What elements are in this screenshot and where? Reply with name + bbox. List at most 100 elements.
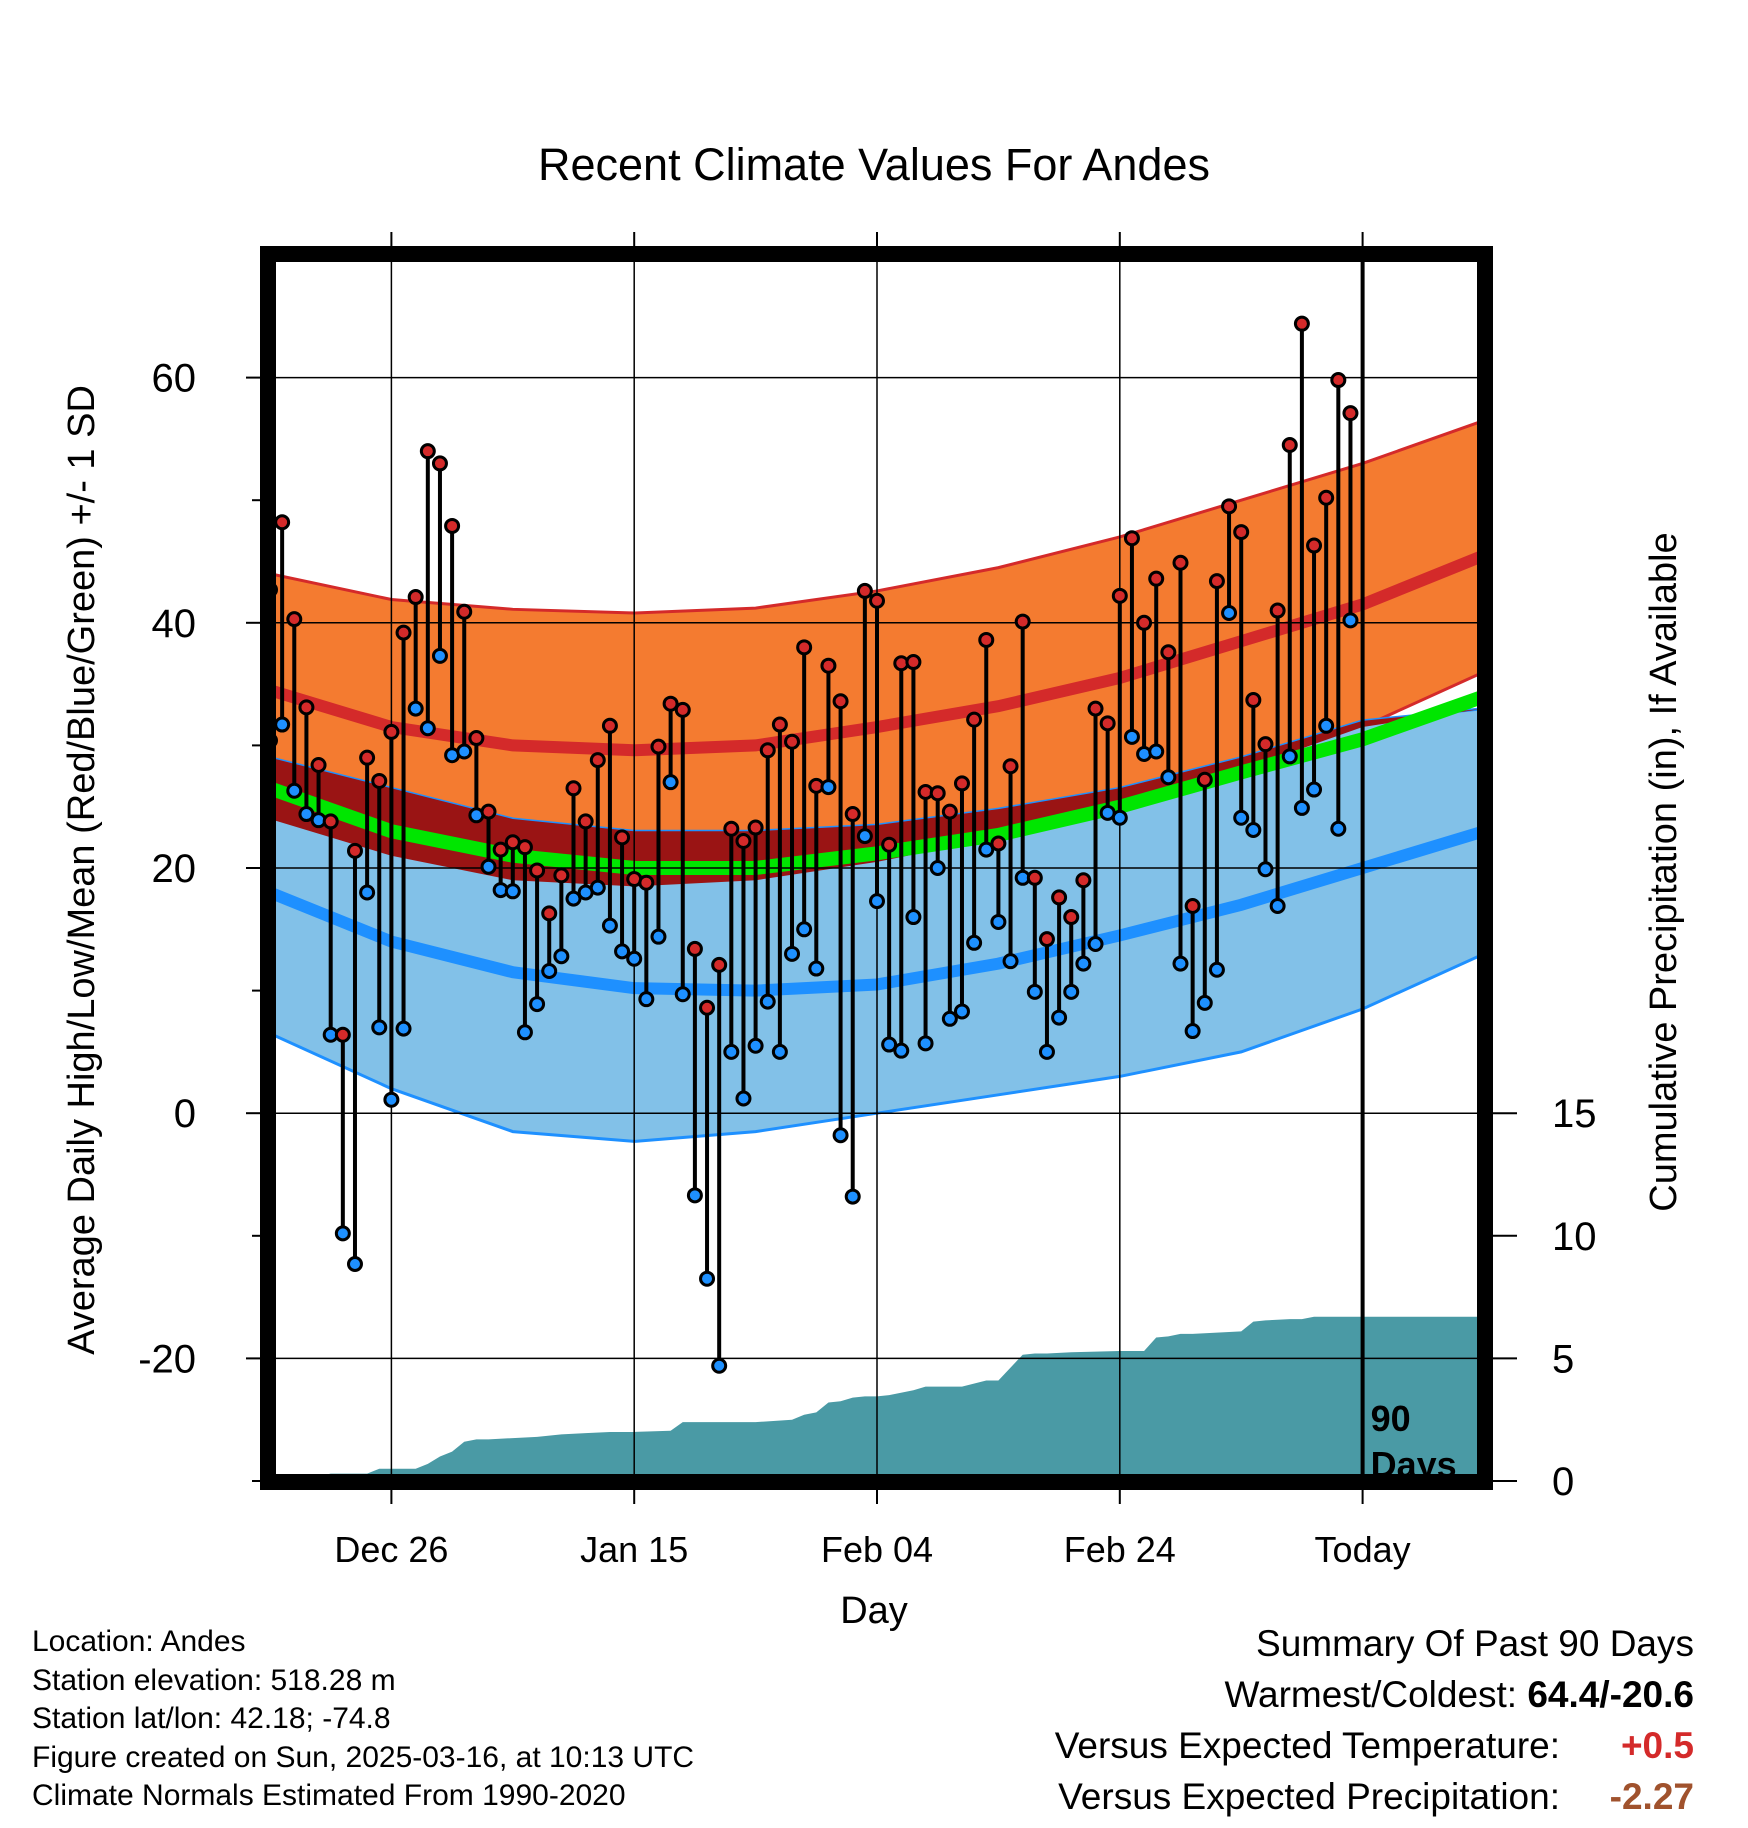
daily-high-point: [286, 611, 303, 628]
warm-cold-row: Warmest/Coldest: 64.4/-20.6: [1055, 1669, 1694, 1720]
chart-title: Recent Climate Values For Andes: [538, 139, 1210, 190]
daily-high-point: [844, 806, 861, 823]
daily-low-point: [601, 917, 618, 934]
daily-low-point: [1342, 612, 1359, 629]
x-axis-title: Day: [840, 1590, 908, 1632]
daily-low-point: [504, 883, 521, 900]
x-tick-label: Dec 26: [334, 1529, 448, 1570]
y-axis-right-title: Cumulative Precipitation (in), If Availa…: [1643, 532, 1685, 1211]
daily-high-point: [310, 757, 327, 774]
daily-low-point: [723, 1043, 740, 1060]
daily-low-point: [711, 1357, 728, 1374]
y-left-tick-label: 0: [174, 1092, 196, 1136]
daily-high-point: [1342, 405, 1359, 422]
y-left-tick-label: 60: [152, 357, 197, 401]
precip-value: -2.27: [1609, 1776, 1694, 1817]
daily-low-point: [298, 806, 315, 823]
y-right-tick-label: 15: [1552, 1092, 1597, 1136]
daily-low-point: [881, 1036, 898, 1053]
daily-high-point: [820, 657, 837, 674]
daily-high-point: [1111, 587, 1128, 604]
daily-low-point: [820, 779, 837, 796]
daily-low-point: [626, 950, 643, 967]
daily-low-point: [1160, 769, 1177, 786]
daily-low-point: [456, 743, 473, 760]
daily-high-point: [553, 867, 570, 884]
daily-low-point: [359, 884, 376, 901]
daily-high-point: [395, 624, 412, 641]
daily-low-point: [893, 1042, 910, 1059]
daily-high-point: [1002, 758, 1019, 775]
daily-low-point: [541, 962, 558, 979]
daily-high-point: [747, 819, 764, 836]
daily-low-point: [1281, 748, 1298, 765]
daily-low-point: [1148, 743, 1165, 760]
x-tick-label: Feb 04: [821, 1529, 933, 1570]
daily-high-point: [1208, 573, 1225, 590]
daily-low-point: [1306, 781, 1323, 798]
daily-high-point: [419, 443, 436, 460]
daily-low-point: [1257, 861, 1274, 878]
daily-high-point: [1196, 771, 1213, 788]
temp-value: +0.5: [1620, 1725, 1694, 1766]
daily-high-point: [541, 905, 558, 922]
daily-high-point: [468, 730, 485, 747]
daily-low-point: [1293, 799, 1310, 816]
daily-low-point: [953, 1003, 970, 1020]
temp-row: Versus Expected Temperature: +0.5: [1055, 1720, 1694, 1771]
y-right-tick-label: 0: [1552, 1460, 1574, 1504]
daily-high-point: [1038, 931, 1055, 948]
daily-low-point: [929, 860, 946, 876]
precip-row: Versus Expected Precipitation: -2.27: [1055, 1771, 1694, 1822]
daily-low-point: [966, 934, 983, 951]
daily-low-point: [1002, 953, 1019, 970]
daily-low-point: [1196, 994, 1213, 1011]
daily-high-point: [759, 742, 776, 759]
x-tick-label: Jan 15: [580, 1529, 688, 1570]
daily-high-point: [1087, 700, 1104, 717]
daily-low-point: [832, 1127, 849, 1144]
daily-high-point: [1293, 315, 1310, 332]
y-left-tick-label: 20: [152, 847, 197, 891]
x-tick-label: Feb 24: [1064, 1529, 1176, 1570]
daily-low-point: [1026, 983, 1043, 1000]
daily-high-point: [699, 999, 716, 1016]
daily-high-point: [456, 603, 473, 620]
daily-high-point: [1014, 613, 1031, 630]
daily-low-point: [589, 879, 606, 896]
daily-high-point: [407, 589, 424, 606]
daily-low-point: [1038, 1043, 1055, 1060]
daily-high-point: [359, 749, 376, 766]
daily-high-point: [1099, 715, 1116, 732]
daily-high-point: [444, 517, 461, 534]
daily-low-point: [1330, 820, 1347, 837]
daily-high-point: [929, 785, 946, 802]
daily-low-point: [1245, 821, 1262, 838]
daily-high-point: [832, 693, 849, 710]
daily-low-point: [1051, 1009, 1068, 1026]
daily-low-point: [274, 716, 291, 733]
daily-high-point: [431, 455, 448, 472]
daily-high-point: [577, 813, 594, 830]
daily-high-point: [1123, 530, 1140, 547]
daily-high-point: [601, 717, 618, 734]
daily-high-point: [674, 701, 691, 718]
daily-high-point: [383, 723, 400, 740]
daily-low-point: [1123, 728, 1140, 745]
summary-panel: Summary Of Past 90 Days Warmest/Coldest:…: [1055, 1618, 1694, 1822]
daily-high-point: [480, 803, 497, 820]
daily-high-point: [1075, 872, 1092, 889]
daily-high-point: [869, 592, 885, 609]
daily-low-point: [346, 1255, 363, 1272]
daily-high-point: [1136, 614, 1153, 631]
daily-high-point: [771, 716, 788, 733]
daily-high-point: [371, 772, 388, 789]
elevation-text: Station elevation: 518.28 m: [32, 1663, 396, 1697]
today-marker-label: 90: [1371, 1398, 1411, 1439]
latlon-text: Station lat/lon: 42.18; -74.8: [32, 1702, 391, 1735]
daily-low-point: [1184, 1023, 1201, 1040]
daily-high-point: [1257, 736, 1274, 753]
daily-low-point: [431, 647, 448, 664]
daily-low-point: [565, 890, 582, 907]
daily-high-point: [856, 582, 873, 599]
